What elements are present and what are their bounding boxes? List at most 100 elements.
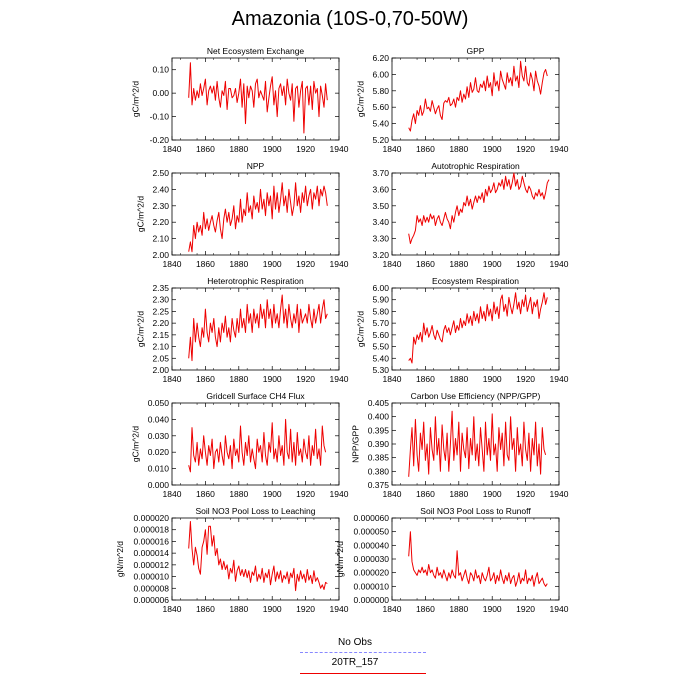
- x-tick-label: 1940: [330, 374, 349, 384]
- y-tick-label: 0.00: [152, 88, 169, 98]
- series-line-20tr-157-npp: [188, 182, 328, 253]
- y-tick-label: 2.15: [152, 330, 169, 340]
- y-tick-label: 0.000020: [134, 513, 170, 523]
- x-tick-label: 1920: [516, 489, 535, 499]
- y-tick-label: 2.30: [152, 201, 169, 211]
- panel-title-gridcell-surface-ch4-flux: Gridcell Surface CH4 Flux: [206, 391, 305, 401]
- x-tick-label: 1880: [449, 489, 468, 499]
- x-tick-label: 1840: [163, 604, 182, 614]
- y-tick-label: 2.35: [152, 283, 169, 293]
- y-axis-label-gridcell-surface-ch4-flux: gC/m^2/d: [131, 426, 141, 462]
- panel-title-gpp: GPP: [467, 46, 485, 56]
- x-tick-label: 1920: [516, 259, 535, 269]
- x-tick-label: 1940: [550, 259, 569, 269]
- panel-heterotrophic-respiration: Heterotrophic Respiration 1840 1860 1880 190…: [136, 276, 349, 384]
- y-tick-label: 5.60: [372, 330, 389, 340]
- x-tick-label: 1940: [330, 259, 349, 269]
- y-tick-label: 5.40: [372, 353, 389, 363]
- y-tick-label: 2.10: [152, 342, 169, 352]
- y-tick-label: 0.000050: [354, 527, 390, 537]
- y-tick-label: 0.385: [368, 453, 390, 463]
- panel-title-soil-no3-pool-loss-to-leaching: Soil NO3 Pool Loss to Leaching: [195, 506, 315, 516]
- plot-frame-heterotrophic-respiration: [171, 287, 340, 371]
- y-tick-label: 0.10: [152, 65, 169, 75]
- x-tick-label: 1840: [163, 374, 182, 384]
- x-tick-label: 1920: [296, 604, 315, 614]
- y-tick-label: 2.00: [152, 365, 169, 375]
- x-tick-label: 1940: [330, 604, 349, 614]
- series-line-20tr-157-carbon-use-efficiency-npp-gpp: [408, 410, 547, 477]
- y-tick-label: 0.375: [368, 480, 390, 490]
- y-tick-label: 5.20: [372, 135, 389, 145]
- y-tick-label: 0.000018: [134, 525, 170, 535]
- x-tick-label: 1880: [229, 259, 248, 269]
- series-line-20tr-157-soil-no3-pool-loss-to-runoff: [408, 531, 548, 587]
- series-line-20tr-157-net-ecosystem-exchange: [188, 62, 328, 134]
- panel-title-heterotrophic-respiration: Heterotrophic Respiration: [207, 276, 304, 286]
- x-tick-label: 1940: [550, 604, 569, 614]
- x-tick-label: 1920: [296, 259, 315, 269]
- x-tick-label: 1880: [449, 144, 468, 154]
- x-tick-label: 1900: [483, 489, 502, 499]
- plot-frame-npp: [171, 172, 340, 256]
- panel-gpp: GPP 1840 1860 1880 1900 1920 1940 5.20 5.40 5.60 5…: [356, 46, 569, 154]
- y-tick-label: 2.00: [152, 250, 169, 260]
- y-tick-label: 2.20: [152, 318, 169, 328]
- x-tick-label: 1860: [416, 489, 435, 499]
- x-tick-label: 1920: [296, 144, 315, 154]
- y-tick-label: 3.30: [372, 234, 389, 244]
- x-tick-label: 1880: [229, 374, 248, 384]
- x-tick-label: 1900: [263, 144, 282, 154]
- y-tick-label: 0.000006: [134, 595, 170, 605]
- x-tick-label: 1840: [383, 489, 402, 499]
- y-tick-label: 0.000008: [134, 583, 170, 593]
- x-tick-label: 1940: [330, 489, 349, 499]
- y-tick-label: 5.80: [372, 86, 389, 96]
- x-tick-label: 1940: [550, 144, 569, 154]
- panel-carbon-use-efficiency-npp-gpp: Carbon Use Efficiency (NPP/GPP) 1840 1860 1…: [351, 391, 569, 499]
- panel-title-carbon-use-efficiency-npp-gpp: Carbon Use Efficiency (NPP/GPP): [411, 391, 541, 401]
- plot-frame-autotrophic-respiration: [391, 172, 560, 256]
- panel-title-npp: NPP: [247, 161, 265, 171]
- y-tick-label: 0.000030: [354, 554, 390, 564]
- plot-frame-gridcell-surface-ch4-flux: [171, 402, 340, 486]
- series-line-20tr-157-heterotrophic-respiration: [188, 294, 328, 362]
- x-tick-label: 1880: [449, 259, 468, 269]
- y-tick-label: -0.20: [150, 135, 170, 145]
- y-tick-label: 5.80: [372, 306, 389, 316]
- x-tick-label: 1880: [229, 489, 248, 499]
- y-tick-label: 0.000040: [354, 540, 390, 550]
- y-tick-label: 0.000016: [134, 536, 170, 546]
- y-axis-label-gpp: gC/m^2/d: [356, 81, 366, 117]
- series-line-20tr-157-soil-no3-pool-loss-to-leaching: [188, 521, 328, 592]
- x-tick-label: 1860: [416, 374, 435, 384]
- x-tick-label: 1920: [516, 374, 535, 384]
- y-tick-label: 6.00: [372, 283, 389, 293]
- y-tick-label: 0.010: [148, 464, 170, 474]
- panel-npp: NPP 1840 1860 1880 1900 1920 1940 2.00 2.10 2.20 2…: [136, 161, 349, 269]
- x-tick-label: 1840: [383, 259, 402, 269]
- panel-title-net-ecosystem-exchange: Net Ecosystem Exchange: [207, 46, 305, 56]
- y-tick-label: 0.000012: [134, 560, 170, 570]
- y-tick-label: 5.50: [372, 342, 389, 352]
- x-tick-label: 1880: [229, 604, 248, 614]
- x-tick-label: 1860: [196, 374, 215, 384]
- y-tick-label: 6.00: [372, 69, 389, 79]
- legend-label-20tr-157: 20TR_157: [331, 657, 379, 668]
- legend-label-no-obs: No Obs: [338, 637, 372, 648]
- panel-soil-no3-pool-loss-to-leaching: Soil NO3 Pool Loss to Leaching 1840 1860 18…: [115, 506, 349, 614]
- plot-frame-gpp: [391, 57, 560, 141]
- y-tick-label: 0.395: [368, 425, 390, 435]
- y-tick-label: 0.020: [148, 447, 170, 457]
- x-tick-label: 1840: [163, 259, 182, 269]
- x-tick-label: 1900: [263, 374, 282, 384]
- x-tick-label: 1840: [383, 604, 402, 614]
- x-tick-label: 1860: [416, 604, 435, 614]
- x-tick-label: 1840: [383, 374, 402, 384]
- y-tick-label: 0.000014: [134, 548, 170, 558]
- legend-line-no-obs: [300, 652, 426, 653]
- plot-frame-net-ecosystem-exchange: [171, 57, 340, 141]
- y-tick-label: 0.405: [368, 398, 390, 408]
- x-tick-label: 1900: [263, 489, 282, 499]
- x-tick-label: 1840: [163, 144, 182, 154]
